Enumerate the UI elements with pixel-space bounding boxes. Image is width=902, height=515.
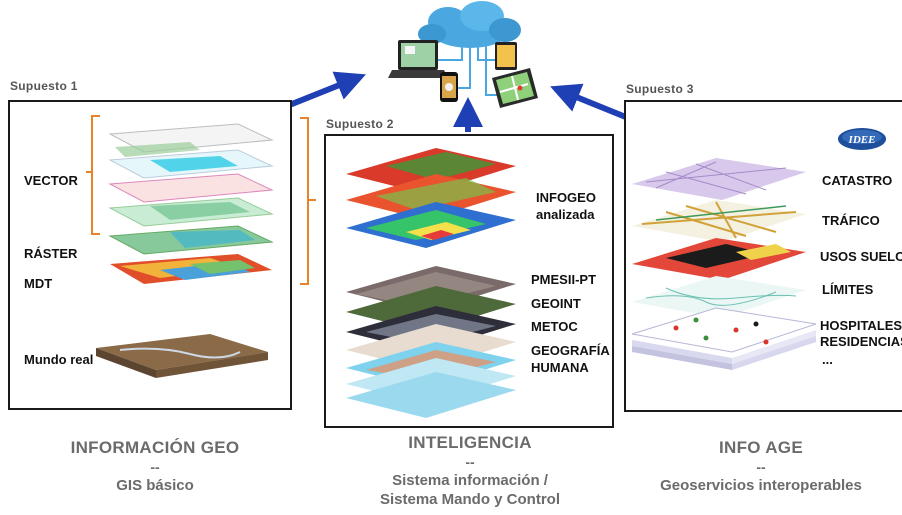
layer-label-raster: RÁSTER [24,246,78,261]
tablet-map-icon [492,68,538,108]
layer-label-geoint: GEOINT [531,296,581,311]
layer-label-mdt: MDT [24,276,53,291]
caption-1-line-1: GIS básico [116,477,194,494]
caption-3: INFO AGE -- Geoservicios interoperables [636,438,886,495]
layer-label-analizada: analizada [536,207,595,222]
caption-3-line-1: Geoservicios interoperables [660,477,862,494]
layer-label-infogeo: INFOGEO [536,190,596,205]
phone-icon [440,72,458,102]
tablet-icon [495,42,517,70]
caption-2-line-1: Sistema información / [392,472,548,489]
case-3-title: Supuesto 3 [626,82,694,96]
cloud-icon [418,1,521,48]
layer-label-hospitales: HOSPITALES [820,318,902,333]
laptop-icon [388,40,448,78]
layer-label-geografia: GEOGRAFÍA [531,343,610,358]
layer-label-limites: LÍMITES [822,282,874,297]
svg-text:IDEE: IDEE [848,134,876,146]
caption-1: INFORMACIÓN GEO -- GIS básico [40,438,270,495]
layer-label-real-world: Mundo real [24,352,94,367]
case-3-panel: IDEE CATASTRO TRÁFICO USOS SUELO LÍMITES… [624,100,902,412]
case-2-title: Supuesto 2 [326,117,394,131]
layer-label-vector: VECTOR [24,173,78,188]
layer-label-etc: ... [822,352,833,367]
case-2-layer-stack [346,148,516,418]
layer-label-humana: HUMANA [531,360,589,375]
case-1-panel: VECTOR RÁSTER MDT Mundo real [8,100,292,410]
case-1-bracket [86,115,100,235]
layer-label-pmesii: PMESII-PT [531,272,597,287]
layer-label-metoc: METOC [531,319,578,334]
caption-3-separator: -- [756,459,766,475]
caption-3-title: INFO AGE [719,438,803,457]
layer-label-catastro: CATASTRO [822,173,893,188]
layer-label-trafico: TRÁFICO [822,213,880,228]
idee-logo: IDEE [838,128,886,150]
caption-2-separator: -- [465,454,475,470]
layer-label-residencias: RESIDENCIAS [820,334,902,349]
blue-arrow-icon [280,71,366,111]
caption-2: INTELIGENCIA -- Sistema información / Si… [340,433,600,509]
case-2-panel: INFOGEO analizada PMESII-PT GEOINT METOC… [324,134,614,428]
case-3-layer-stack [631,158,817,370]
layer-label-usos-suelo: USOS SUELO [820,249,902,264]
caption-1-title: INFORMACIÓN GEO [70,438,240,457]
caption-1-separator: -- [150,459,160,475]
case-1-layer-stack [96,123,274,378]
case-1-title: Supuesto 1 [10,79,78,93]
caption-2-line-2: Sistema Mando y Control [379,491,561,508]
caption-2-title: INTELIGENCIA [408,433,532,452]
